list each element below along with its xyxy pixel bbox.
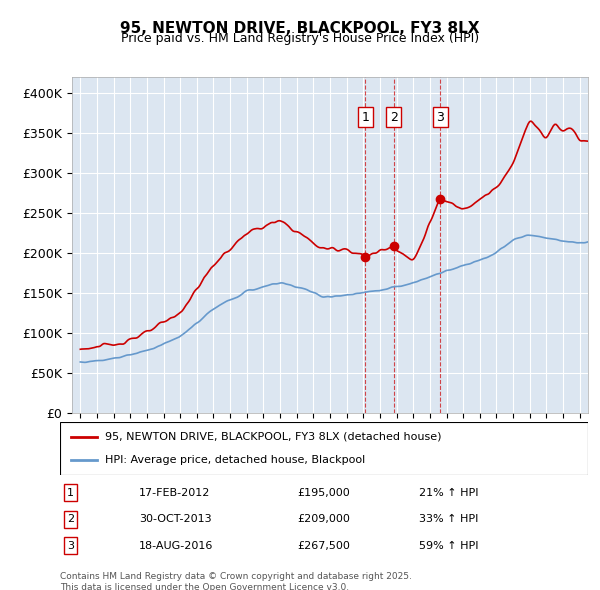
- Text: 17-FEB-2012: 17-FEB-2012: [139, 488, 211, 498]
- Text: 59% ↑ HPI: 59% ↑ HPI: [419, 540, 479, 550]
- Text: £195,000: £195,000: [298, 488, 350, 498]
- Text: 95, NEWTON DRIVE, BLACKPOOL, FY3 8LX (detached house): 95, NEWTON DRIVE, BLACKPOOL, FY3 8LX (de…: [105, 432, 442, 442]
- Text: 21% ↑ HPI: 21% ↑ HPI: [419, 488, 479, 498]
- Text: 30-OCT-2013: 30-OCT-2013: [139, 514, 212, 524]
- Text: 33% ↑ HPI: 33% ↑ HPI: [419, 514, 478, 524]
- Text: Price paid vs. HM Land Registry's House Price Index (HPI): Price paid vs. HM Land Registry's House …: [121, 32, 479, 45]
- Text: 3: 3: [436, 110, 444, 123]
- Text: 1: 1: [67, 488, 74, 498]
- Text: HPI: Average price, detached house, Blackpool: HPI: Average price, detached house, Blac…: [105, 455, 365, 465]
- Text: 2: 2: [390, 110, 398, 123]
- Text: £267,500: £267,500: [298, 540, 350, 550]
- Text: £209,000: £209,000: [298, 514, 350, 524]
- Text: 95, NEWTON DRIVE, BLACKPOOL, FY3 8LX: 95, NEWTON DRIVE, BLACKPOOL, FY3 8LX: [120, 21, 480, 35]
- Text: 1: 1: [361, 110, 369, 123]
- Text: 3: 3: [67, 540, 74, 550]
- Text: Contains HM Land Registry data © Crown copyright and database right 2025.
This d: Contains HM Land Registry data © Crown c…: [60, 572, 412, 590]
- FancyBboxPatch shape: [60, 422, 588, 475]
- Text: 18-AUG-2016: 18-AUG-2016: [139, 540, 214, 550]
- Text: 2: 2: [67, 514, 74, 524]
